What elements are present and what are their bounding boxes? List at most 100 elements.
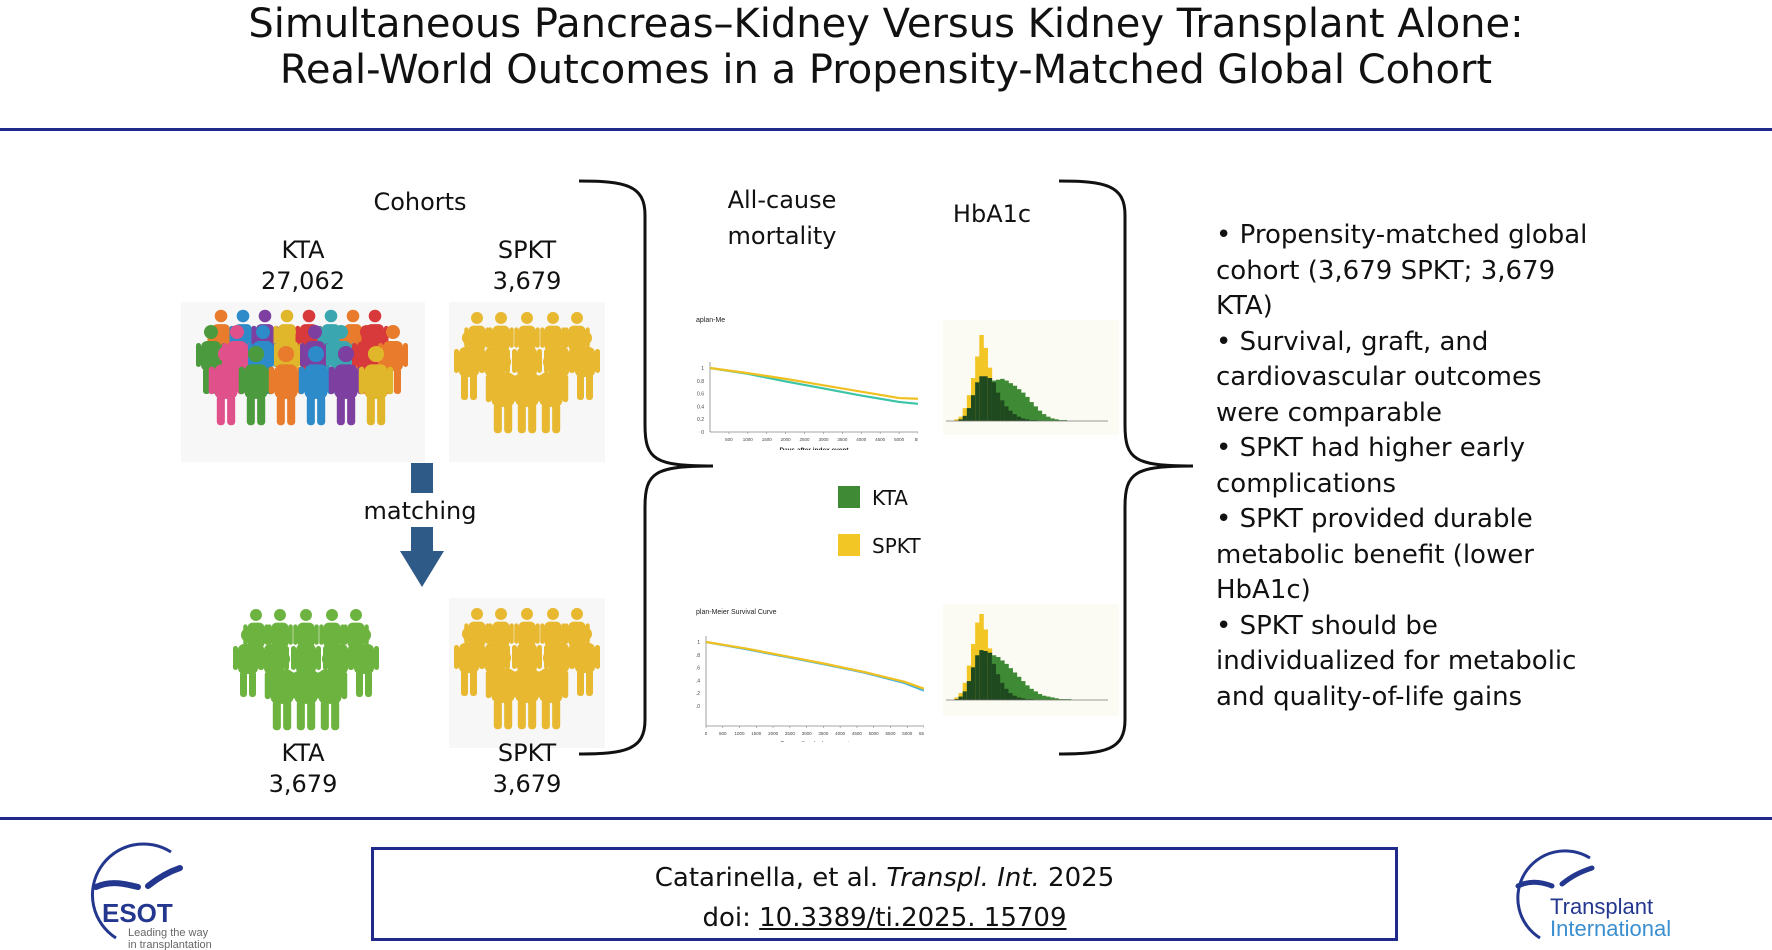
x-tick-label: 1000 bbox=[735, 731, 746, 736]
histogram-bar bbox=[1058, 420, 1063, 421]
histogram-overlap-bar bbox=[1021, 418, 1026, 421]
histogram-bar bbox=[1054, 419, 1059, 421]
histogram-overlap-bar bbox=[983, 650, 988, 700]
histogram-overlap-bar bbox=[1025, 699, 1030, 700]
survival-curve bbox=[705, 640, 924, 690]
km-title: plan-Meier Survival Curve bbox=[696, 609, 777, 616]
histogram-bar bbox=[1062, 420, 1068, 421]
histogram-bar bbox=[1054, 698, 1059, 700]
x-tick-label: 2500 bbox=[785, 731, 796, 736]
histogram-bar bbox=[1008, 668, 1013, 700]
histogram-bar bbox=[1050, 697, 1055, 700]
matching-label: matching bbox=[363, 497, 477, 525]
x-tick-label: 0 bbox=[705, 731, 708, 736]
x-tick-label: 5000 bbox=[869, 731, 880, 736]
x-tick-label: 4000 bbox=[856, 437, 867, 442]
histogram-overlap-bar bbox=[996, 392, 1001, 421]
spkt-after-label: SPKT bbox=[497, 739, 557, 767]
histogram-bar bbox=[1037, 693, 1043, 700]
x-tick-label: 5500 bbox=[919, 731, 924, 736]
histogram-bar bbox=[1016, 389, 1022, 421]
cohorts-heading: Cohorts bbox=[373, 188, 467, 216]
doi-link[interactable]: 10.3389/ti.2025. 15709 bbox=[759, 903, 1067, 933]
histogram-overlap-bar bbox=[1012, 695, 1018, 700]
kta-after-label: KTA bbox=[281, 739, 325, 767]
person-icon bbox=[570, 331, 600, 400]
histogram-bar bbox=[962, 682, 968, 700]
x-tick-label: 2500 bbox=[800, 437, 811, 442]
histogram-bar bbox=[1012, 672, 1018, 700]
histogram-bar bbox=[1021, 681, 1026, 700]
y-tick-label: 0.6 bbox=[696, 666, 700, 672]
histogram-overlap-bar bbox=[1033, 420, 1038, 421]
kta-after-count: 3,679 bbox=[268, 770, 338, 798]
x-tick-label: 1500 bbox=[751, 731, 762, 736]
person-icon bbox=[349, 628, 379, 697]
citation-box: Catarinella, et al. Transpl. Int. 2025 d… bbox=[371, 847, 1398, 941]
x-tick-label: 5000 bbox=[894, 437, 905, 442]
summary-bullet: • SPKT should be individualized for meta… bbox=[1216, 610, 1577, 712]
left-brace bbox=[578, 179, 714, 756]
histogram-bar bbox=[1033, 691, 1038, 700]
spkt-after-count: 3,679 bbox=[492, 770, 562, 798]
y-tick-label: 0.4 bbox=[697, 404, 704, 410]
histogram-overlap-bar bbox=[1016, 697, 1022, 700]
survival-curve bbox=[705, 640, 924, 692]
x-tick-label: 1000 bbox=[743, 437, 754, 442]
x-tick-label: 3000 bbox=[818, 437, 829, 442]
top-divider bbox=[0, 128, 1772, 131]
x-tick-label: 5500 bbox=[885, 731, 896, 736]
x-tick-label: 3500 bbox=[818, 731, 829, 736]
svg-text:Transplant: Transplant bbox=[1550, 894, 1653, 919]
histogram-bar bbox=[1046, 696, 1051, 700]
person-icon bbox=[264, 650, 300, 731]
histogram-bar bbox=[1016, 676, 1022, 700]
doi-prefix: doi: bbox=[702, 903, 760, 933]
histogram-overlap-bar bbox=[1004, 688, 1009, 700]
y-tick-label: 1 bbox=[701, 366, 704, 372]
hba1c-histogram-1 bbox=[943, 320, 1119, 435]
histogram-overlap-bar bbox=[1000, 682, 1005, 700]
title-line-2: Real-World Outcomes in a Propensity-Matc… bbox=[279, 47, 1493, 93]
svg-text:International: International bbox=[1550, 916, 1671, 941]
citation-journal: Transpl. Int. bbox=[886, 863, 1040, 893]
spkt-matched-crowd-image bbox=[449, 598, 605, 748]
histogram-overlap-bar bbox=[1029, 699, 1034, 700]
histogram-overlap-bar bbox=[958, 696, 963, 700]
survival-curve bbox=[709, 366, 918, 405]
kta-before-count: 27,062 bbox=[261, 267, 345, 295]
legend-kta-label: KTA bbox=[872, 486, 908, 510]
svg-text:Leading the way: Leading the way bbox=[128, 927, 209, 939]
histogram-overlap-bar bbox=[991, 663, 997, 700]
histogram-overlap-bar bbox=[987, 652, 993, 700]
transplant-international-logo: Transplant International bbox=[1515, 849, 1671, 941]
histogram-bar bbox=[1062, 699, 1068, 700]
histogram-overlap-bar bbox=[1016, 416, 1022, 421]
histogram-bar bbox=[1066, 699, 1072, 700]
hands-icon bbox=[93, 865, 183, 890]
kta-crowd-image bbox=[181, 302, 425, 462]
histogram-overlap-bar bbox=[971, 395, 976, 421]
esot-wordmark: ESOT bbox=[102, 898, 173, 928]
histogram-overlap-bar bbox=[979, 650, 984, 700]
y-tick-label: 0.8 bbox=[696, 653, 700, 659]
y-tick-label: 0.2 bbox=[696, 691, 700, 697]
histogram-overlap-bar bbox=[979, 376, 984, 421]
mortality-heading: All-cause mortality bbox=[727, 186, 837, 250]
svg-text:in transplantation: in transplantation bbox=[128, 939, 212, 950]
histogram-bar bbox=[1037, 410, 1043, 421]
histogram-bar bbox=[1025, 396, 1030, 421]
person-icon bbox=[312, 650, 348, 731]
y-tick-label: 0.4 bbox=[696, 678, 700, 684]
km-title: aplan-Me bbox=[696, 317, 725, 324]
summary-bullet: • SPKT had higher early complications bbox=[1216, 433, 1526, 499]
person-icon bbox=[485, 649, 521, 730]
survival-curve bbox=[709, 366, 918, 400]
histogram-bar bbox=[954, 419, 959, 421]
x-tick-label: 4500 bbox=[875, 437, 886, 442]
histogram-overlap-bar bbox=[987, 378, 993, 421]
y-tick-label: 0.6 bbox=[697, 392, 704, 398]
y-tick-label: 0 bbox=[701, 430, 704, 436]
histogram-overlap-bar bbox=[983, 376, 988, 421]
histogram-bar bbox=[954, 697, 959, 700]
